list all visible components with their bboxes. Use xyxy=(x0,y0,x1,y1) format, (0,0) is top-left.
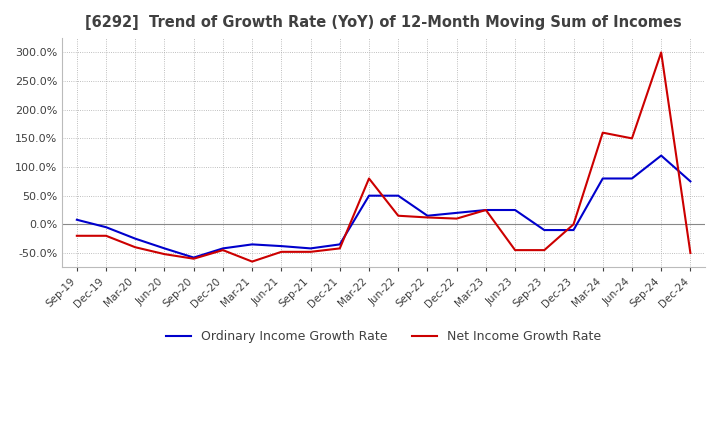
Net Income Growth Rate xyxy=(189,256,198,261)
Ordinary Income Growth Rate xyxy=(248,242,256,247)
Ordinary Income Growth Rate xyxy=(686,179,695,184)
Net Income Growth Rate xyxy=(540,247,549,253)
Ordinary Income Growth Rate xyxy=(219,246,228,251)
Net Income Growth Rate xyxy=(482,207,490,213)
Net Income Growth Rate xyxy=(452,216,461,221)
Line: Net Income Growth Rate: Net Income Growth Rate xyxy=(77,52,690,261)
Ordinary Income Growth Rate xyxy=(452,210,461,216)
Net Income Growth Rate xyxy=(657,50,665,55)
Ordinary Income Growth Rate xyxy=(540,227,549,233)
Ordinary Income Growth Rate xyxy=(365,193,374,198)
Ordinary Income Growth Rate xyxy=(510,207,519,213)
Ordinary Income Growth Rate xyxy=(423,213,432,218)
Ordinary Income Growth Rate xyxy=(102,224,110,230)
Net Income Growth Rate xyxy=(336,246,344,251)
Net Income Growth Rate xyxy=(306,249,315,254)
Net Income Growth Rate xyxy=(570,222,578,227)
Ordinary Income Growth Rate xyxy=(277,243,286,249)
Ordinary Income Growth Rate xyxy=(189,255,198,260)
Line: Ordinary Income Growth Rate: Ordinary Income Growth Rate xyxy=(77,156,690,257)
Net Income Growth Rate xyxy=(394,213,402,218)
Title: [6292]  Trend of Growth Rate (YoY) of 12-Month Moving Sum of Incomes: [6292] Trend of Growth Rate (YoY) of 12-… xyxy=(85,15,682,30)
Net Income Growth Rate xyxy=(277,249,286,254)
Ordinary Income Growth Rate xyxy=(598,176,607,181)
Legend: Ordinary Income Growth Rate, Net Income Growth Rate: Ordinary Income Growth Rate, Net Income … xyxy=(161,325,606,348)
Net Income Growth Rate xyxy=(219,247,228,253)
Net Income Growth Rate xyxy=(628,136,636,141)
Net Income Growth Rate xyxy=(248,259,256,264)
Ordinary Income Growth Rate xyxy=(306,246,315,251)
Ordinary Income Growth Rate xyxy=(394,193,402,198)
Ordinary Income Growth Rate xyxy=(160,246,168,251)
Net Income Growth Rate xyxy=(102,233,110,238)
Ordinary Income Growth Rate xyxy=(73,217,81,222)
Ordinary Income Growth Rate xyxy=(131,236,140,241)
Ordinary Income Growth Rate xyxy=(482,207,490,213)
Net Income Growth Rate xyxy=(686,250,695,256)
Ordinary Income Growth Rate xyxy=(336,242,344,247)
Net Income Growth Rate xyxy=(160,252,168,257)
Net Income Growth Rate xyxy=(510,247,519,253)
Ordinary Income Growth Rate xyxy=(570,227,578,233)
Net Income Growth Rate xyxy=(598,130,607,135)
Net Income Growth Rate xyxy=(131,245,140,250)
Ordinary Income Growth Rate xyxy=(657,153,665,158)
Ordinary Income Growth Rate xyxy=(628,176,636,181)
Net Income Growth Rate xyxy=(73,233,81,238)
Net Income Growth Rate xyxy=(423,215,432,220)
Net Income Growth Rate xyxy=(365,176,374,181)
